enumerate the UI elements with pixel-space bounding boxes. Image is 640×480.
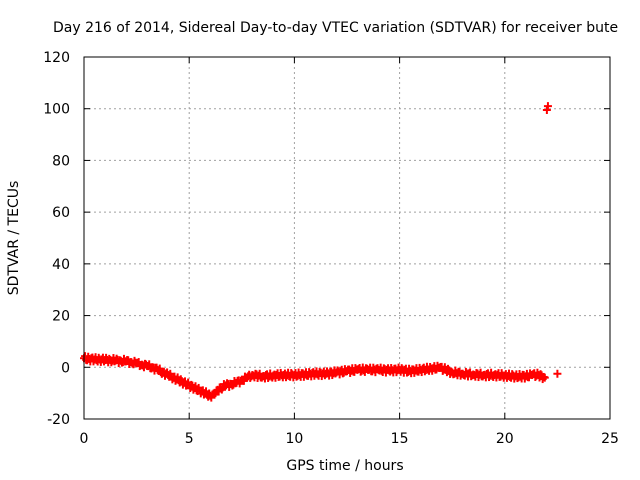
x-tick-label: 25 <box>601 431 619 447</box>
y-axis-label: SDTVAR / TECUs <box>6 181 22 296</box>
data-points <box>80 102 562 402</box>
x-tick-label: 10 <box>285 431 303 447</box>
y-tick-label: 40 <box>52 257 70 273</box>
grid-lines <box>84 57 610 419</box>
y-tick-label: 60 <box>52 205 70 221</box>
data-point <box>210 390 219 399</box>
x-axis-label: GPS time / hours <box>286 458 403 474</box>
x-tick-label: 15 <box>391 431 409 447</box>
y-tick-label: 20 <box>52 309 70 325</box>
data-point <box>543 102 552 111</box>
x-tick-label: 5 <box>185 431 194 447</box>
y-tick-label: 80 <box>52 153 70 169</box>
y-tick-label: 100 <box>43 102 70 118</box>
y-axis: -20 0 20 40 60 80 100 120 <box>43 50 610 428</box>
x-tick-label: 0 <box>80 431 89 447</box>
data-point <box>540 373 549 382</box>
data-point <box>553 369 562 378</box>
plot-frame <box>83 56 611 420</box>
y-tick-label: -20 <box>47 412 70 428</box>
x-axis: 0 5 10 15 20 25 <box>80 57 619 447</box>
y-tick-label: 120 <box>43 50 70 66</box>
data-point <box>542 106 551 115</box>
y-tick-label: 0 <box>61 360 70 376</box>
chart-title: Day 216 of 2014, Sidereal Day-to-day VTE… <box>53 20 618 36</box>
x-tick-label: 20 <box>496 431 514 447</box>
